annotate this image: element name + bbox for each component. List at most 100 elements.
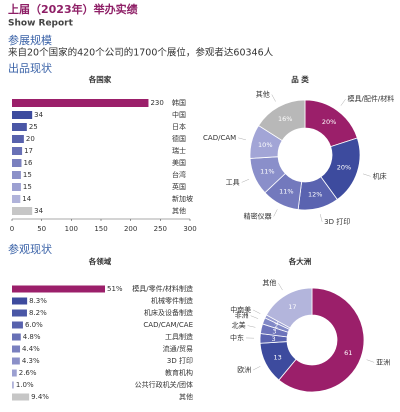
value-label: 12% <box>308 191 322 199</box>
bar <box>12 123 27 131</box>
leader-line <box>241 179 250 183</box>
x-tick-label: 100 <box>65 225 78 233</box>
leader-line <box>253 309 261 314</box>
category-label: 精密仪器 <box>244 211 272 220</box>
bar <box>12 171 21 179</box>
category-label: 中东 <box>230 333 244 342</box>
value-label: 4.3% <box>22 357 40 365</box>
bar <box>12 333 21 341</box>
value-label: 3 <box>272 328 276 336</box>
bar <box>12 183 21 191</box>
value-label: 15 <box>23 183 32 191</box>
value-label: 10% <box>258 141 272 149</box>
value-label: 8.3% <box>29 297 47 305</box>
header-title: 上届（2023年）举办实绩 <box>8 2 138 16</box>
category-label: 新加坡 <box>172 194 193 203</box>
category-label: 欧洲 <box>237 365 251 374</box>
bar <box>12 297 28 305</box>
category-label: 工具 <box>226 178 240 186</box>
leader-line <box>362 173 371 177</box>
bar <box>12 381 14 389</box>
value-label: 20 <box>26 135 35 143</box>
donut-segment <box>258 99 306 142</box>
bar <box>12 207 33 215</box>
leader-line <box>271 94 276 102</box>
leader-line <box>247 325 256 328</box>
value-label: 2.6% <box>19 369 37 377</box>
category-label: 工具制造 <box>165 332 193 341</box>
category-label: 美国 <box>172 158 186 167</box>
x-tick-label: 250 <box>154 225 167 233</box>
value-label: 61 <box>344 349 352 357</box>
x-tick-label: 0 <box>10 225 14 233</box>
bar <box>12 111 33 119</box>
section-title: 参观现状 <box>8 242 52 256</box>
value-label: 20% <box>337 164 351 172</box>
leader-line <box>278 283 283 291</box>
leader-line <box>250 315 259 319</box>
bar <box>12 285 105 293</box>
category-label: 机床及设备制造 <box>144 308 193 317</box>
leader-line <box>366 359 375 363</box>
value-label: 1 <box>276 319 280 327</box>
bar <box>12 345 21 353</box>
leader-line <box>238 137 246 141</box>
value-label: 51% <box>107 285 123 293</box>
chart-title: 各领域 <box>88 256 112 266</box>
bar <box>12 195 21 203</box>
value-label: 6.0% <box>25 321 43 329</box>
scale-text: 来自20个国家的420个公司的1700个展位，参观者达60346人 <box>8 47 274 59</box>
category-label: 机床 <box>373 171 387 180</box>
value-label: 14 <box>22 195 31 203</box>
category-label: 北美 <box>232 321 246 330</box>
category-label: 3D 打印 <box>324 217 350 226</box>
category-label: 英国 <box>172 182 186 191</box>
bar <box>12 369 17 377</box>
value-label: 34 <box>34 111 43 119</box>
value-label: 13 <box>274 353 282 361</box>
bar <box>12 99 149 107</box>
value-label: 17 <box>288 303 296 311</box>
chart-title: 各大洲 <box>288 256 312 266</box>
bar <box>12 147 23 155</box>
category-label: 中南美 <box>230 305 251 314</box>
category-label: 机械零件制造 <box>151 296 193 305</box>
bar <box>12 135 24 143</box>
scale-heading: 参展规模 <box>8 33 52 47</box>
x-tick-label: 300 <box>183 225 196 233</box>
category-label: 德国 <box>172 134 186 143</box>
category-label: 台湾 <box>172 170 186 179</box>
bar <box>12 159 22 167</box>
value-label: 34 <box>34 207 43 215</box>
category-label: 流通/贸易 <box>163 344 193 353</box>
category-label: 亚洲 <box>376 358 390 366</box>
value-label: 15 <box>23 171 32 179</box>
value-label: 230 <box>150 99 163 107</box>
value-label: 17 <box>24 147 33 155</box>
leader-line <box>319 214 323 222</box>
category-label: 韩国 <box>172 98 186 107</box>
value-label: 1.0% <box>16 381 34 389</box>
value-label: 16 <box>23 159 32 167</box>
chart-title: 品 类 <box>291 74 309 84</box>
value-label: 3 <box>271 335 275 343</box>
category-label: 中国 <box>172 110 186 119</box>
x-tick-label: 150 <box>94 225 107 233</box>
section-title: 出品现状 <box>8 61 52 75</box>
leader-line <box>253 366 261 371</box>
bar <box>12 357 20 365</box>
bar <box>12 309 27 317</box>
value-label: 8.2% <box>29 309 47 317</box>
value-label: 16% <box>278 115 292 123</box>
leader-line <box>273 209 278 217</box>
category-label: 教育机构 <box>165 368 193 377</box>
category-label: 其他 <box>172 206 186 215</box>
category-label: 公共行政机关/团体 <box>135 380 193 389</box>
category-label: 日本 <box>172 122 186 131</box>
bar <box>12 393 30 401</box>
value-label: 11% <box>260 167 274 175</box>
leader-line <box>340 99 346 106</box>
category-label: 瑞士 <box>172 146 186 155</box>
x-tick-label: 200 <box>124 225 137 233</box>
